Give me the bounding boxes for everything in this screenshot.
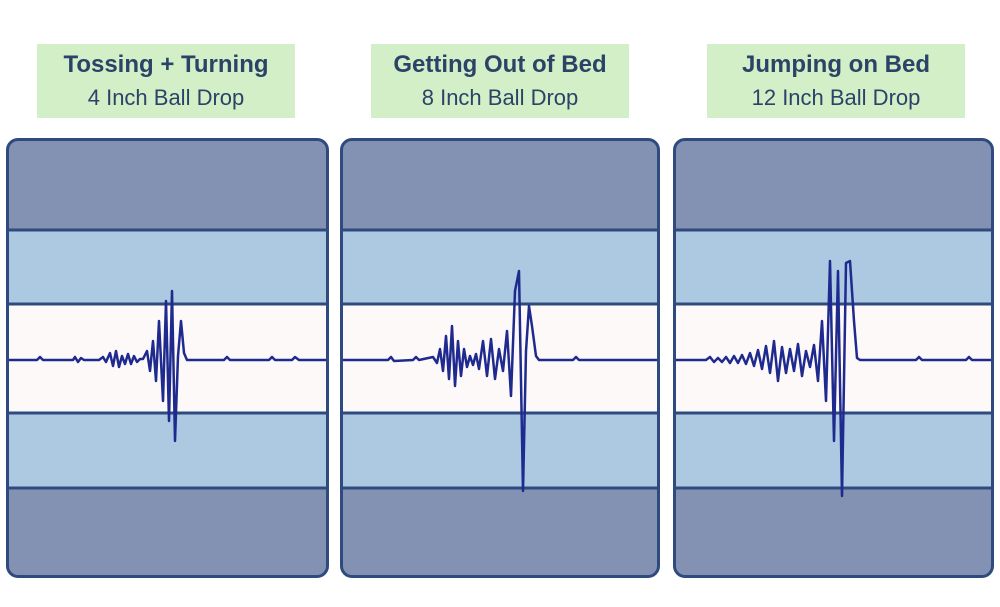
panel-label-1: Tossing + Turning 4 Inch Ball Drop bbox=[37, 44, 295, 118]
panel-subtitle: 12 Inch Ball Drop bbox=[751, 85, 921, 110]
waveform-line bbox=[343, 269, 657, 493]
waveform-panel-3 bbox=[673, 138, 994, 578]
panel-title: Getting Out of Bed bbox=[393, 51, 607, 78]
panel-label-3: Jumping on Bed 12 Inch Ball Drop bbox=[707, 44, 965, 118]
panel-subtitle: 4 Inch Ball Drop bbox=[87, 85, 245, 110]
waveform-line bbox=[9, 289, 326, 443]
panel-label-2: Getting Out of Bed 8 Inch Ball Drop bbox=[371, 44, 629, 118]
panel-title: Jumping on Bed bbox=[742, 51, 930, 78]
waveform-chart bbox=[9, 228, 326, 490]
waveform-chart bbox=[343, 228, 657, 493]
waveform-panel-2 bbox=[340, 138, 660, 578]
waveform-chart bbox=[676, 228, 991, 498]
panel-title: Tossing + Turning bbox=[63, 51, 269, 78]
panel-subtitle: 8 Inch Ball Drop bbox=[421, 85, 579, 110]
waveform-panel-1 bbox=[6, 138, 329, 578]
waveform-line bbox=[676, 259, 991, 498]
